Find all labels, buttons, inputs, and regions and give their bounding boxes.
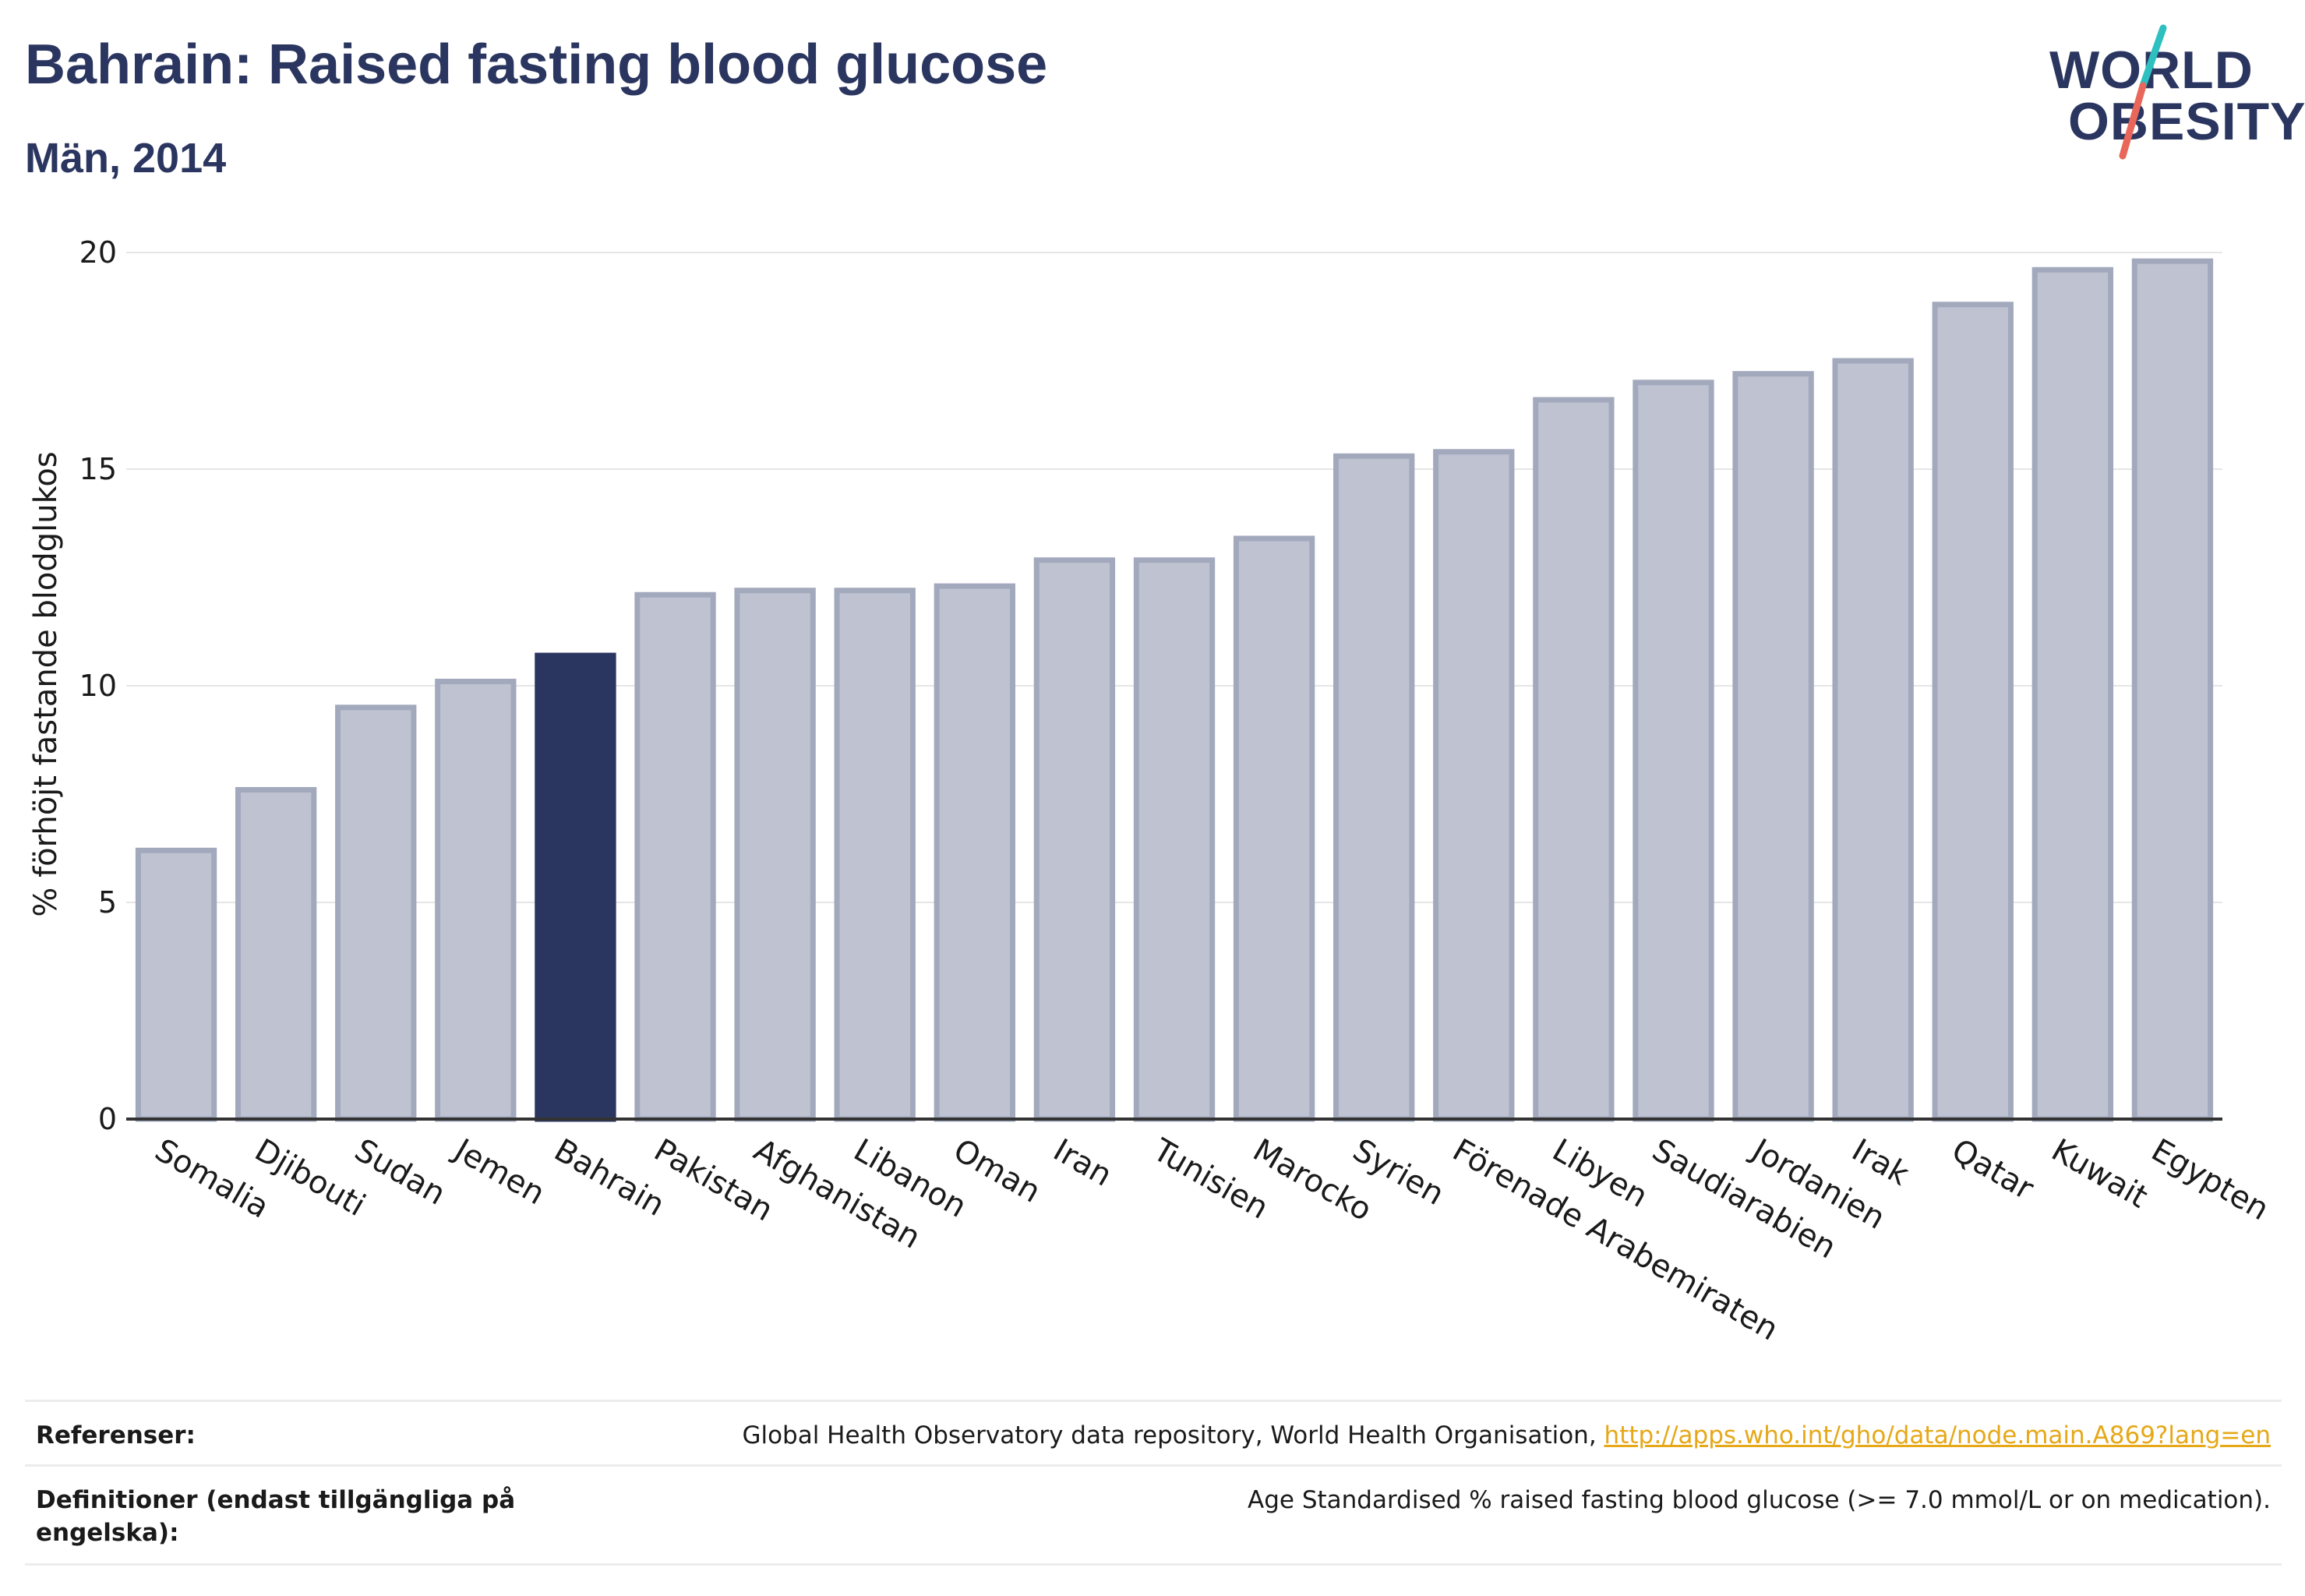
bar-egypten — [2131, 258, 2214, 1122]
references-value: Global Health Observatory data repositor… — [742, 1419, 2271, 1452]
y-tick-label: 20 — [79, 235, 117, 270]
x-tick-label: Tunisien — [1146, 1132, 1274, 1226]
y-tick-label: 10 — [79, 669, 117, 703]
page-subtitle: Män, 2014 — [25, 135, 227, 182]
references-label: Referenser: — [36, 1421, 196, 1449]
bar-libyen — [1533, 397, 1615, 1122]
references-text: Global Health Observatory data repositor… — [742, 1421, 1604, 1449]
references-link[interactable]: http://apps.who.int/gho/data/node.main.A… — [1604, 1421, 2271, 1449]
references-table: Referenser: Global Health Observatory da… — [25, 1400, 2282, 1566]
bar-irak — [1832, 358, 1914, 1122]
world-obesity-logo: WORLD OBESITY — [2026, 23, 2305, 164]
y-tick-label: 15 — [79, 452, 117, 486]
x-tick-label: Somalia — [149, 1132, 275, 1226]
bar-jemen — [435, 678, 517, 1122]
definitions-label: Definitioner (endast tillgängliga på eng… — [36, 1486, 516, 1547]
bar-bahrain — [535, 652, 616, 1122]
bar-libanon — [834, 588, 916, 1122]
x-tick-label: Jemen — [447, 1131, 551, 1212]
bar-tunisien — [1133, 557, 1216, 1122]
y-axis-label: % förhöjt fastande blodglukos — [28, 451, 64, 916]
x-tick-label: Egypten — [2145, 1132, 2275, 1228]
bar-pakistan — [634, 591, 716, 1122]
bar-qatar — [1932, 302, 2014, 1122]
definitions-value: Age Standardised % raised fasting blood … — [1248, 1486, 2271, 1514]
x-tick-label: Iran — [1047, 1132, 1118, 1194]
logo-line2: OBESITY — [2068, 92, 2305, 151]
x-tick-label: Kuwait — [2046, 1132, 2154, 1216]
x-tick-label: Djibouti — [249, 1132, 371, 1223]
bar-oman — [934, 583, 1015, 1122]
bar-afghanistan — [734, 588, 816, 1122]
x-tick-labels: SomaliaDjiboutiSudanJemenBahrainPakistan… — [149, 1131, 2275, 1347]
bar-djibouti — [235, 786, 317, 1122]
x-tick-label: Qatar — [1946, 1132, 2040, 1207]
bar-syrien — [1333, 453, 1415, 1122]
y-tick-label: 5 — [98, 885, 117, 920]
page-title: Bahrain: Raised fasting blood glucose — [25, 34, 1048, 96]
bar-iran — [1033, 557, 1116, 1122]
bar-sudan — [335, 704, 417, 1122]
y-tick-label: 0 — [98, 1102, 117, 1136]
x-tick-label: Bahrain — [548, 1132, 670, 1223]
bar-chart: 0 5 10 15 20 SomaliaDjiboutiSudanJemenBahrai… — [28, 235, 2275, 1348]
bar-jordanien — [1732, 371, 1814, 1122]
bar-somalia — [135, 847, 217, 1122]
bar-saudiarabien — [1633, 380, 1714, 1122]
bars — [135, 258, 2214, 1122]
bar-f-renade-arabemiraten — [1433, 449, 1515, 1122]
definitions-row: Definitioner (endast tillgängliga på eng… — [25, 1464, 2282, 1566]
bar-marocko — [1233, 535, 1315, 1122]
references-row: Referenser: Global Health Observatory da… — [25, 1400, 2282, 1464]
y-tick-labels: 0 5 10 15 20 — [79, 235, 117, 1136]
bar-kuwait — [2031, 267, 2114, 1122]
logo-slash-icon — [2119, 24, 2167, 160]
x-tick-label: Irak — [1846, 1132, 1915, 1193]
